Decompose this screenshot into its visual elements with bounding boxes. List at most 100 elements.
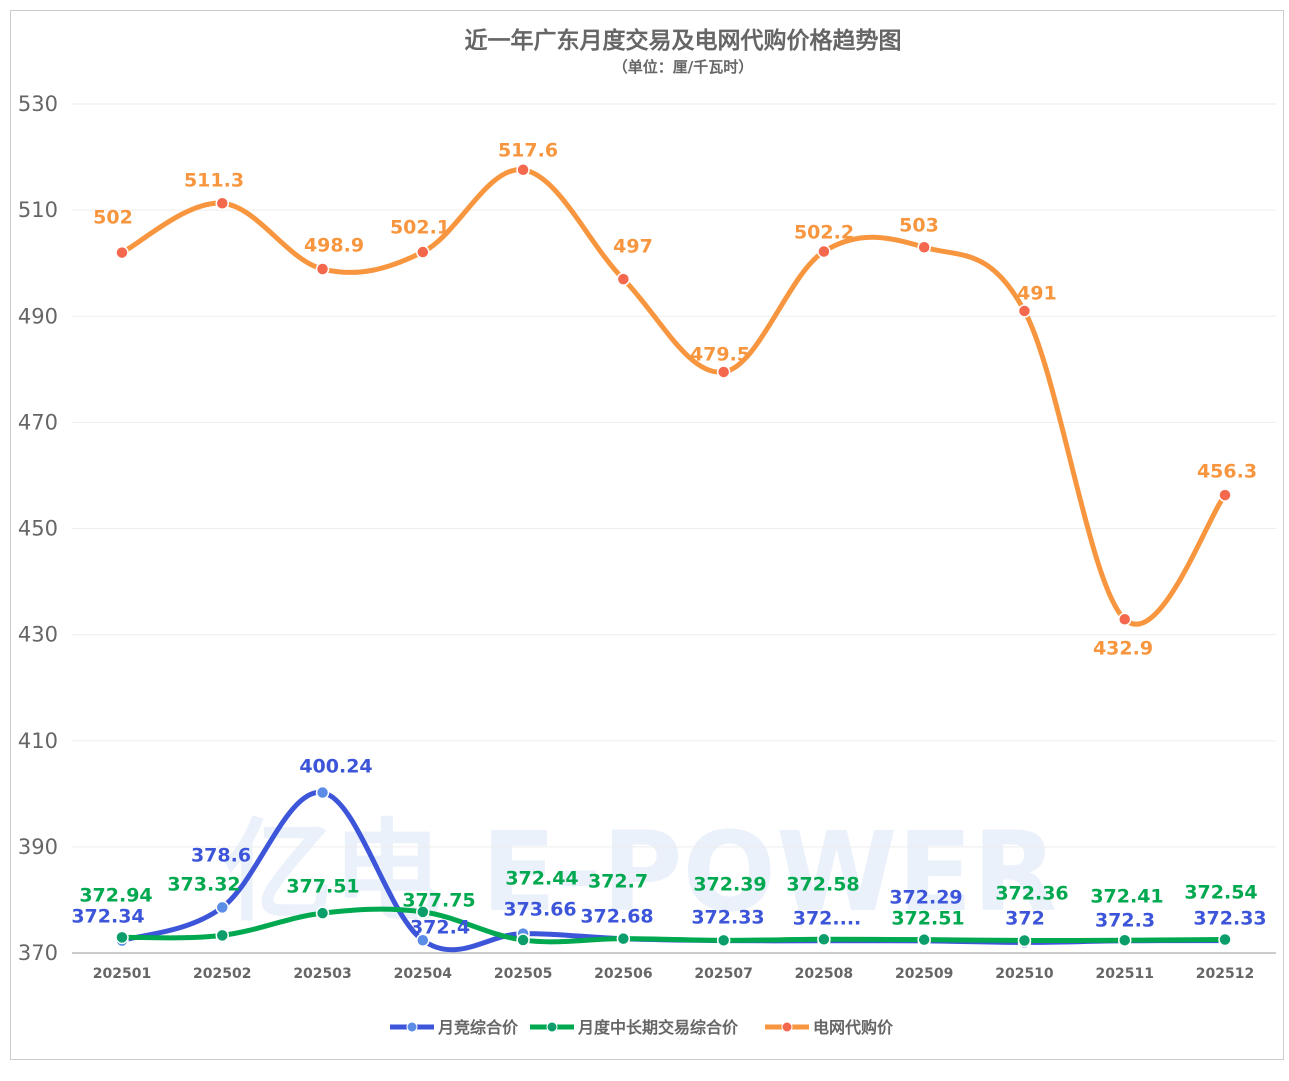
y-tick-label: 490 xyxy=(18,304,58,328)
data-label: 517.6 xyxy=(498,140,558,162)
x-tick-label: 202511 xyxy=(1096,966,1154,982)
data-label: 502.2 xyxy=(794,222,854,244)
series-1 xyxy=(115,905,1232,948)
series-2 xyxy=(115,163,1232,627)
data-point[interactable] xyxy=(1117,933,1132,947)
data-label: 400.24 xyxy=(299,756,372,778)
data-label: 372 xyxy=(1005,908,1045,930)
data-label: 372.4 xyxy=(410,917,470,939)
legend-label: 电网代购价 xyxy=(813,1018,894,1037)
data-point[interactable] xyxy=(516,933,530,947)
data-label: 479.5 xyxy=(690,344,750,366)
data-label: 373.66 xyxy=(503,899,576,921)
legend-label: 月竞综合价 xyxy=(437,1018,519,1037)
data-label: 377.75 xyxy=(402,890,475,912)
x-tick-label: 202508 xyxy=(795,966,853,982)
y-tick-label: 470 xyxy=(18,410,58,434)
series-lines xyxy=(115,163,1232,953)
legend-marker xyxy=(546,1021,558,1033)
x-tick-label: 202503 xyxy=(293,966,351,982)
y-tick-label: 530 xyxy=(18,92,58,116)
data-point[interactable] xyxy=(115,245,129,260)
chart-frame xyxy=(10,10,1284,1060)
legend: 月竞综合价 月度中长期交易综合价 电网代购价 xyxy=(390,1018,894,1037)
data-label: 372.29 xyxy=(889,887,962,909)
data-point[interactable] xyxy=(416,933,430,948)
data-point[interactable] xyxy=(416,245,430,259)
data-point[interactable] xyxy=(315,785,330,800)
data-point[interactable] xyxy=(416,905,430,919)
data-label: 373.32 xyxy=(167,874,240,896)
data-label: 372.33 xyxy=(691,907,764,929)
series-line xyxy=(120,167,1228,627)
data-label: 372.44 xyxy=(505,868,578,890)
watermark-logo: 亿电 E-POWER xyxy=(223,808,1057,936)
y-tick-label: 430 xyxy=(18,623,58,647)
chart-subtitle: （单位：厘/千瓦时） xyxy=(613,58,753,76)
data-point[interactable] xyxy=(1017,304,1032,318)
x-tick-label: 202505 xyxy=(494,966,552,982)
data-point[interactable] xyxy=(716,365,731,379)
data-label: 432.9 xyxy=(1093,638,1153,660)
y-tick-label: 390 xyxy=(18,835,58,859)
data-label: 372.33 xyxy=(1193,908,1266,930)
data-point[interactable] xyxy=(516,163,530,177)
data-point[interactable] xyxy=(1117,612,1132,626)
x-tick-label: 202506 xyxy=(594,966,652,982)
data-label: 372.54 xyxy=(1184,882,1257,904)
grid: 370 390 410 430 450 470 490 510 530 xyxy=(18,92,1276,965)
y-tick-label: 510 xyxy=(18,198,58,222)
x-tick-label: 202509 xyxy=(895,966,953,982)
data-point[interactable] xyxy=(917,240,931,255)
data-label: 456.3 xyxy=(1197,461,1257,483)
data-labels: 502 511.3 498.9 502.1 517.6 497 479.5 502.2 503 4… xyxy=(71,140,1266,939)
data-label: 372.94 xyxy=(79,885,152,907)
data-label: 372.3 xyxy=(1095,910,1155,932)
data-label: 372.... xyxy=(793,908,862,930)
data-point[interactable] xyxy=(616,931,631,946)
data-point[interactable] xyxy=(917,932,931,947)
x-tick-label: 202504 xyxy=(394,966,453,982)
data-point[interactable] xyxy=(1218,488,1232,502)
data-label: 372.51 xyxy=(891,908,964,930)
data-label: 372.39 xyxy=(693,874,766,896)
data-label: 372.34 xyxy=(71,906,144,928)
data-point[interactable] xyxy=(215,900,230,915)
x-tick-label: 202512 xyxy=(1196,966,1254,982)
x-tick-label: 202502 xyxy=(193,966,251,982)
legend-item[interactable]: 月度中长期交易综合价 xyxy=(530,1018,739,1037)
data-label: 502.1 xyxy=(390,217,450,239)
y-tick-label: 450 xyxy=(18,517,58,541)
data-point[interactable] xyxy=(115,930,129,945)
legend-marker xyxy=(781,1021,793,1033)
legend-item[interactable]: 月竞综合价 xyxy=(390,1018,519,1037)
data-label: 511.3 xyxy=(184,170,244,192)
data-point[interactable] xyxy=(716,933,731,948)
data-point[interactable] xyxy=(1017,933,1032,948)
data-label: 372.68 xyxy=(580,906,653,928)
data-point[interactable] xyxy=(315,906,330,920)
x-axis: 202501 202502 202503 202504 202505 202506 2025… xyxy=(93,966,1254,982)
data-point[interactable] xyxy=(817,932,831,947)
data-point[interactable] xyxy=(215,196,230,210)
data-point[interactable] xyxy=(616,272,631,286)
legend-label: 月度中长期交易综合价 xyxy=(577,1018,739,1037)
data-label: 502 xyxy=(93,207,133,229)
x-tick-label: 202507 xyxy=(694,966,752,982)
data-label: 497 xyxy=(613,236,653,258)
data-point[interactable] xyxy=(315,262,330,276)
data-point[interactable] xyxy=(1218,932,1232,947)
data-label: 498.9 xyxy=(304,235,364,257)
y-tick-label: 410 xyxy=(18,729,58,753)
data-label: 377.51 xyxy=(286,876,359,898)
data-point[interactable] xyxy=(215,928,230,943)
data-label: 503 xyxy=(899,215,939,237)
series-line xyxy=(121,906,1226,945)
data-label: 372.58 xyxy=(786,874,859,896)
data-point[interactable] xyxy=(817,244,831,259)
chart-title: 近一年广东月度交易及电网代购价格趋势图 xyxy=(465,27,902,54)
data-label: 372.7 xyxy=(588,871,648,893)
data-label: 372.36 xyxy=(995,883,1068,905)
legend-item[interactable]: 电网代购价 xyxy=(765,1018,894,1037)
